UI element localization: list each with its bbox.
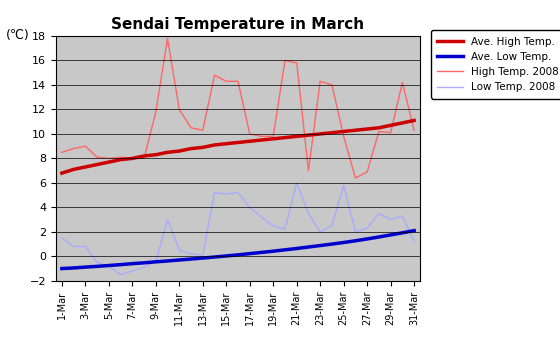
Title: Sendai Temperature in March: Sendai Temperature in March: [111, 17, 365, 32]
Text: (℃): (℃): [6, 29, 29, 42]
Legend: Ave. High Temp., Ave. Low Temp., High Temp. 2008, Low Temp. 2008: Ave. High Temp., Ave. Low Temp., High Te…: [431, 30, 560, 99]
